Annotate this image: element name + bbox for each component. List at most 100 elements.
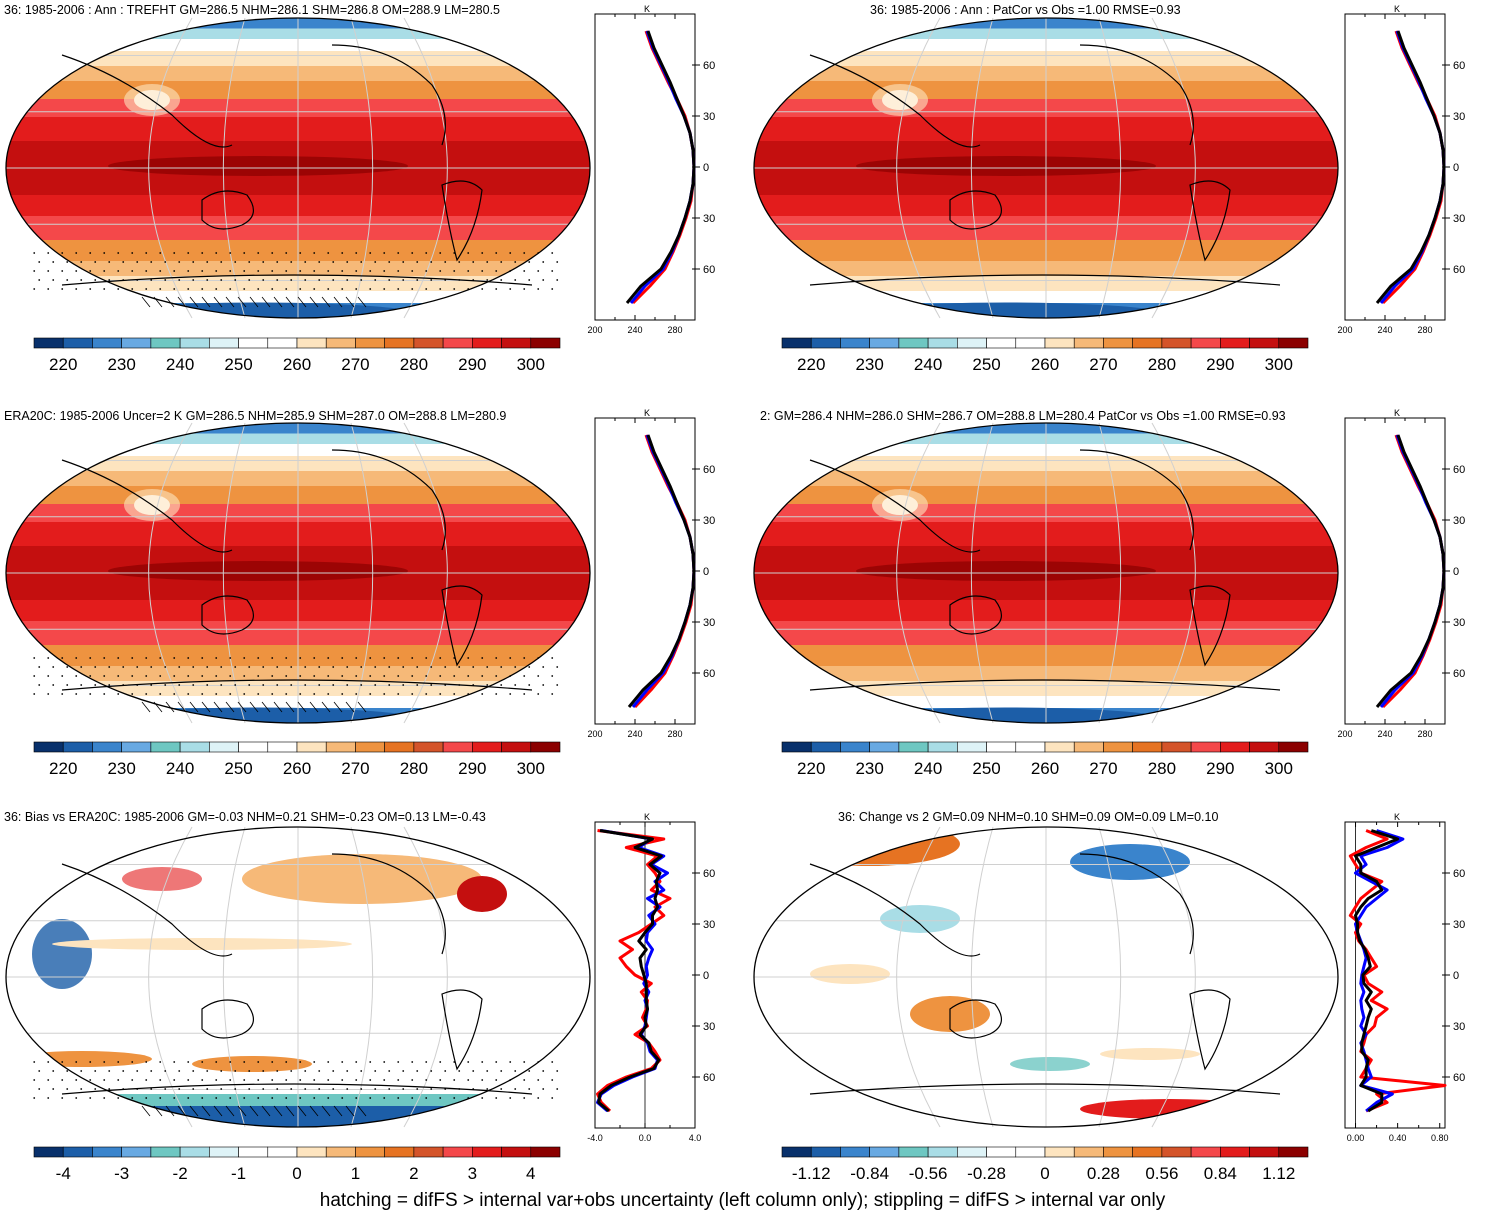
colorbar-box: [92, 337, 122, 349]
colorbar-box: [1249, 741, 1280, 753]
colorbar-label: 240: [166, 759, 194, 778]
colorbar-box: [1073, 741, 1104, 753]
profile-y-tick-label: 30N: [703, 515, 715, 527]
profile-x-tick-label: 200: [1337, 729, 1352, 739]
colorbar-box: [986, 337, 1017, 349]
zonal-profile-2: K 60N 30N 0 30S 60S 200 240 280: [1337, 4, 1465, 335]
colorbar-label: 280: [1148, 759, 1176, 778]
colorbar-label: 240: [914, 759, 942, 778]
colorbar-box: [869, 1146, 900, 1158]
colorbar-box: [501, 741, 532, 753]
colorbar-box: [33, 337, 64, 349]
profile-y-tick-label: 30N: [703, 111, 715, 123]
colorbar-label: 270: [341, 355, 369, 374]
profile-y-tick-label: 30S: [703, 213, 715, 225]
colorbar-box: [1190, 337, 1221, 349]
map-panel-6: [753, 826, 1339, 1128]
colorbar-box: [957, 741, 987, 753]
colorbar-label: 300: [517, 759, 545, 778]
colorbar-box: [1278, 337, 1309, 349]
colorbar-box: [810, 1146, 841, 1158]
colorbar-box: [238, 337, 269, 349]
colorbar-label: 270: [1089, 355, 1117, 374]
colorbar-box: [472, 337, 502, 349]
map-coastlines: [61, 853, 533, 1095]
colorbar-label: 250: [224, 355, 252, 374]
profile-y-tick-label: 30S: [703, 1021, 715, 1033]
colorbar-box: [986, 741, 1017, 753]
colorbar-box: [810, 741, 841, 753]
profile-y-tick-label: 0: [703, 566, 709, 578]
profile-y-tick-label: 60S: [1453, 264, 1465, 276]
colorbar-box: [121, 1146, 152, 1158]
profile-y-tick-label: 60S: [703, 668, 715, 680]
colorbar-label: 2: [409, 1164, 418, 1183]
colorbar-box: [296, 741, 327, 753]
map-panel-3: [5, 422, 591, 724]
colorbar-box: [150, 1146, 181, 1158]
colorbar-box: [325, 337, 356, 349]
colorbar-label: -4: [56, 1164, 71, 1183]
map-graticule: [754, 17, 1338, 319]
colorbar-box: [957, 337, 987, 349]
colorbar-box: [869, 337, 900, 349]
colorbar-label: 260: [1031, 355, 1059, 374]
colorbar-box: [384, 337, 415, 349]
colorbar-box: [62, 337, 93, 349]
colorbar-box: [121, 337, 152, 349]
colorbar-box: [179, 1146, 210, 1158]
colorbar-box: [413, 1146, 444, 1158]
colorbar-box: [296, 1146, 327, 1158]
map-panel-5: [5, 826, 591, 1128]
profile-x-tick-label: 280: [667, 729, 682, 739]
profile-y-tick-label: 30N: [1453, 919, 1465, 931]
colorbar-label: -2: [173, 1164, 188, 1183]
colorbar-box: [1220, 741, 1250, 753]
colorbar-box: [121, 741, 152, 753]
colorbar-box: [869, 741, 900, 753]
colorbar-label: 280: [1148, 355, 1176, 374]
colorbar-label: -1.12: [792, 1164, 831, 1183]
colorbar-box: [530, 337, 561, 349]
map-stippling: [33, 252, 559, 290]
colorbar-box: [267, 741, 298, 753]
map-coastlines: [61, 449, 533, 691]
colorbar-box: [781, 337, 812, 349]
profile-y-tick-label: 60N: [703, 60, 715, 72]
colorbar-box: [1278, 1146, 1309, 1158]
colorbar-box: [957, 1146, 987, 1158]
colorbar-box: [1073, 337, 1104, 349]
colorbar-box: [530, 1146, 561, 1158]
colorbar-box: [1103, 337, 1133, 349]
colorbar-label: 290: [458, 759, 486, 778]
profile-x-tick-label: 200: [1337, 325, 1352, 335]
profile-y-tick-label: 60N: [703, 868, 715, 880]
colorbar-box: [325, 741, 356, 753]
panel-title-3: ERA20C: 1985-2006 Uncer=2 K GM=286.5 NHM…: [4, 409, 507, 423]
colorbar-box: [62, 1146, 93, 1158]
colorbar-label: 0.56: [1145, 1164, 1178, 1183]
colorbar-box: [781, 741, 812, 753]
colorbar-box: [150, 337, 181, 349]
colorbar-box: [238, 741, 269, 753]
profile-frame: [1344, 13, 1446, 321]
colorbar-label: 290: [1206, 355, 1234, 374]
colorbar-box: [472, 1146, 502, 1158]
profile-y-tick-label: 60N: [1453, 464, 1465, 476]
colorbar-label: 0.84: [1204, 1164, 1237, 1183]
colorbar-box: [898, 741, 929, 753]
colorbar-2: 220 230 240 250 260 270 280 290 300: [781, 337, 1309, 374]
colorbar-box: [1161, 1146, 1192, 1158]
colorbar-label: 230: [855, 355, 883, 374]
colorbar-box: [238, 1146, 269, 1158]
colorbar-label: 270: [341, 759, 369, 778]
profile-x-tick-label: 0.00: [1347, 1133, 1365, 1143]
zonal-profile-1: K 60N 30N 0 30S 60S 200 240 280: [587, 4, 715, 335]
panel-title-1: 36: 1985-2006 : Ann : TREFHT GM=286.5 NH…: [4, 3, 501, 17]
map-graticule: [6, 422, 590, 724]
profile-frame: [594, 13, 696, 321]
map-hatching: [141, 1105, 367, 1117]
profile-y-tick-label: 30N: [1453, 515, 1465, 527]
colorbar-box: [840, 1146, 870, 1158]
colorbar-label: 280: [400, 759, 428, 778]
